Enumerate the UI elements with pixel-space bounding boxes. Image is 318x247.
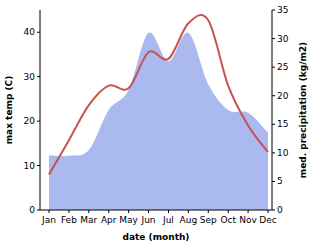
- y-tick: [37, 165, 40, 166]
- y2-tick-label: 0: [277, 205, 283, 215]
- y2-tick: [272, 152, 275, 153]
- y2-tick-label: 10: [277, 148, 289, 158]
- x-tick: [68, 210, 69, 213]
- x-tick-label: Jul: [162, 215, 174, 225]
- y2-tick: [272, 67, 275, 68]
- y-tick: [37, 210, 40, 211]
- y2-tick-label: 5: [277, 176, 283, 186]
- y-tick: [37, 76, 40, 77]
- y2-tick-label: 35: [277, 5, 288, 15]
- x-tick: [268, 210, 269, 213]
- bottom-axis: [40, 210, 272, 211]
- x-tick-label: May: [119, 215, 138, 225]
- x-tick-label: Oct: [220, 215, 236, 225]
- right-axis: [272, 10, 273, 210]
- y2-tick: [272, 181, 275, 182]
- x-tick-label: Apr: [101, 215, 117, 225]
- x-tick: [188, 210, 189, 213]
- x-axis-title: date (month): [123, 232, 190, 242]
- precip-area: [49, 32, 268, 210]
- chart: 01020304005101520253035JanFebMarAprMayJu…: [0, 0, 318, 247]
- x-tick: [128, 210, 129, 213]
- x-tick-label: Aug: [180, 215, 198, 225]
- x-tick: [208, 210, 209, 213]
- x-tick-label: Feb: [61, 215, 77, 225]
- x-tick-label: Jun: [141, 215, 156, 225]
- x-tick-label: Nov: [239, 215, 257, 225]
- y2-tick-label: 25: [277, 62, 288, 72]
- x-tick-label: Jan: [41, 215, 56, 225]
- y-tick-label: 20: [24, 116, 36, 126]
- y2-tick-label: 20: [277, 91, 289, 101]
- x-tick: [168, 210, 169, 213]
- x-tick-label: Sep: [200, 215, 217, 225]
- y2-tick-label: 15: [277, 119, 288, 129]
- x-tick-label: Mar: [80, 215, 97, 225]
- y2-tick: [272, 95, 275, 96]
- plot-area: [49, 15, 268, 210]
- y-tick-label: 30: [24, 72, 36, 82]
- y-tick: [37, 32, 40, 33]
- y-tick-label: 40: [24, 27, 36, 37]
- y2-tick-label: 30: [277, 34, 289, 44]
- y-tick-label: 10: [24, 161, 36, 171]
- x-tick: [88, 210, 89, 213]
- y2-tick: [272, 38, 275, 39]
- left-axis: [40, 10, 41, 210]
- y-axis-title: max temp (C): [4, 76, 14, 145]
- y2-tick: [272, 124, 275, 125]
- x-tick: [108, 210, 109, 213]
- x-tick: [248, 210, 249, 213]
- y2-tick: [272, 210, 275, 211]
- x-tick-label: Dec: [259, 215, 276, 225]
- x-tick: [148, 210, 149, 213]
- y-tick-label: 0: [29, 205, 35, 215]
- axes: [37, 10, 275, 213]
- x-tick: [228, 210, 229, 213]
- y2-tick: [272, 10, 275, 11]
- temp-line: [49, 15, 268, 174]
- y-tick: [37, 121, 40, 122]
- x-tick: [49, 210, 50, 213]
- y2-axis-title: med. precipitation (kg/m2): [298, 42, 308, 178]
